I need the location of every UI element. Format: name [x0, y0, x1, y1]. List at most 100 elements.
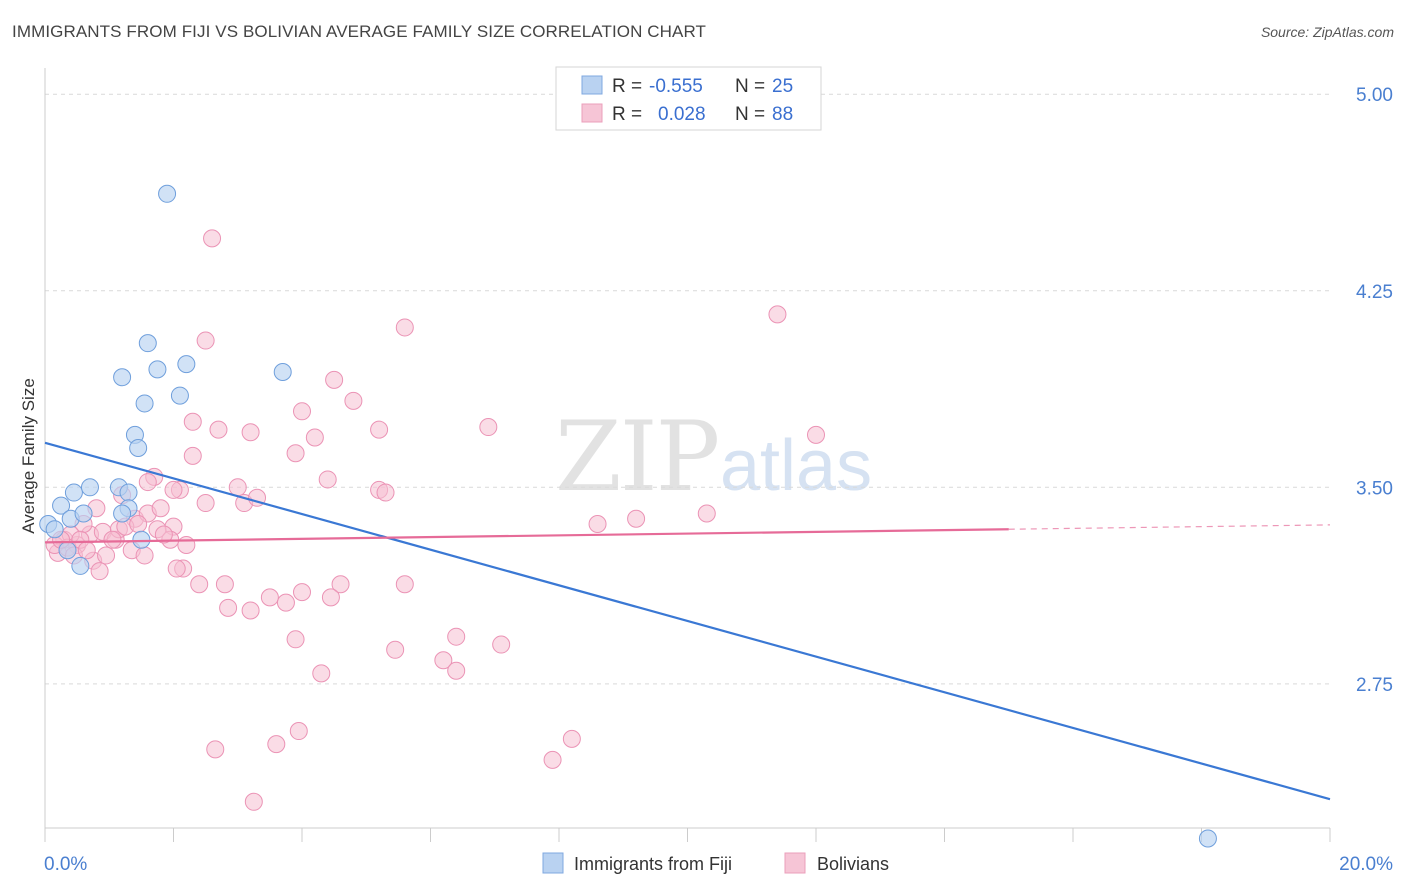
bolivians-trendline-extension: [1008, 524, 1331, 530]
bolivians-points: [45, 229, 825, 811]
series-legend-label-fiji: Immigrants from Fiji: [574, 854, 732, 874]
fiji-point: [158, 184, 177, 203]
x-tick-label-max: 20.0%: [1339, 854, 1393, 875]
y-tick-label: 4.25: [1356, 282, 1393, 303]
bolivians-point: [228, 478, 247, 497]
bolivians-point: [286, 444, 305, 463]
y-tick-label: 3.50: [1356, 478, 1393, 499]
trendlines: [44, 441, 1331, 801]
bolivians-point: [267, 735, 286, 754]
watermark-atlas: atlas: [720, 426, 872, 506]
bolivians-point: [768, 305, 787, 324]
fiji-points: [39, 184, 1217, 848]
bolivians-point: [151, 499, 170, 518]
fiji-point: [113, 368, 132, 387]
bolivians-point: [293, 583, 311, 602]
series-legend-label-bolivia: Bolivians: [817, 854, 889, 874]
bolivians-point: [206, 740, 225, 759]
fiji-point: [52, 496, 71, 515]
bolivians-point: [627, 509, 646, 528]
legend-r-label-bolivia: R =: [612, 104, 642, 125]
bolivians-point: [447, 627, 466, 646]
bolivians-point: [244, 792, 263, 811]
bolivians-point: [260, 588, 279, 607]
bolivians-point: [395, 575, 414, 594]
bolivians-point: [376, 483, 395, 502]
bolivians-point: [183, 446, 202, 465]
bolivians-point: [318, 470, 337, 489]
fiji-point: [58, 541, 77, 560]
bolivians-point: [325, 370, 344, 389]
bolivians-point: [196, 331, 215, 350]
fiji-point: [45, 520, 64, 539]
bolivians-point: [543, 750, 562, 769]
bolivians-point: [77, 541, 96, 560]
legend-swatch-fiji: [581, 75, 603, 95]
bolivians-point: [97, 546, 116, 565]
legend-r-label-fiji: R =: [612, 76, 642, 97]
bolivians-point: [588, 515, 607, 533]
fiji-point: [1198, 829, 1217, 848]
bolivians-point: [395, 318, 414, 337]
bolivians-point: [209, 420, 228, 439]
bolivians-point: [183, 412, 202, 431]
bolivians-point: [190, 575, 209, 594]
legend-swatch-bolivia: [581, 103, 603, 123]
fiji-point: [74, 504, 93, 523]
bolivians-point: [434, 651, 453, 670]
bolivians-point: [177, 535, 196, 554]
bolivians-point: [305, 428, 324, 447]
bolivians-point: [215, 575, 234, 594]
bolivians-point: [312, 664, 331, 683]
bolivians-point: [138, 473, 157, 492]
bolivians-point: [135, 546, 154, 565]
legend-r-value-fiji: -0.555: [649, 76, 703, 97]
fiji-point: [273, 363, 292, 381]
fiji-point: [177, 355, 196, 374]
bolivians-point: [129, 515, 148, 533]
bolivians-point: [370, 420, 389, 439]
legend-n-value-bolivia: 88: [772, 104, 793, 125]
bolivians-point: [154, 525, 173, 544]
fiji-point: [64, 483, 83, 502]
y-tick-label: 2.75: [1356, 675, 1393, 696]
fiji-point: [71, 556, 90, 575]
legend-n-value-fiji: 25: [772, 76, 793, 97]
correlation-legend: R = -0.555 N = 25 R = 0.028 N = 88: [555, 66, 822, 131]
fiji-point: [80, 478, 99, 497]
bolivians-point: [286, 630, 305, 649]
bolivians-point: [344, 391, 363, 410]
bolivians-point: [203, 229, 222, 248]
bolivians-point: [479, 418, 498, 437]
bolivians-point: [492, 635, 511, 654]
bolivians-point: [196, 494, 215, 513]
gridlines: [45, 93, 1330, 685]
fiji-point: [148, 360, 167, 379]
y-axis-title: Average Family Size: [19, 378, 38, 534]
fiji-point: [138, 334, 157, 353]
legend-r-value-bolivia: 0.028: [658, 104, 706, 125]
bolivians-point: [241, 601, 260, 620]
bolivians-point: [697, 504, 716, 523]
bolivians-point: [386, 640, 405, 659]
bolivians-point: [562, 729, 581, 748]
y-tick-label: 5.00: [1356, 85, 1393, 106]
chart-title: IMMIGRANTS FROM FIJI VS BOLIVIAN AVERAGE…: [12, 22, 707, 41]
fiji-point: [119, 483, 138, 502]
legend-n-label-bolivia: N =: [735, 104, 765, 125]
bolivians-point: [807, 425, 825, 444]
fiji-point: [113, 504, 132, 523]
bolivians-point: [241, 423, 260, 442]
bolivians-point: [103, 530, 122, 549]
fiji-point: [129, 439, 148, 457]
bolivians-point: [276, 593, 295, 612]
bolivians-point: [219, 598, 238, 617]
series-legend-swatch-bolivia: [784, 852, 806, 874]
legend-n-label-fiji: N =: [735, 76, 765, 97]
bolivians-point: [321, 588, 340, 607]
fiji-point: [135, 394, 154, 413]
bolivians-point: [164, 480, 183, 499]
bolivians-trendline: [44, 528, 1009, 544]
bolivians-point: [167, 559, 186, 578]
